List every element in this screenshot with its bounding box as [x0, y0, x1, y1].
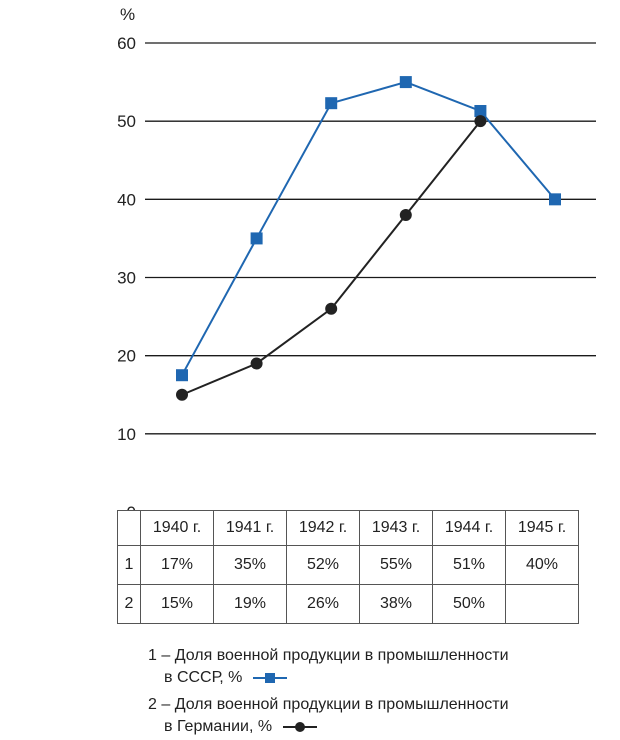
legend-item-1: 1 – Доля военной продукции в промышленно… — [148, 645, 509, 689]
legend-text: в Германии, % — [164, 718, 273, 735]
table-cell: 19% — [213, 584, 287, 624]
data-point-square — [176, 369, 188, 382]
line-chart: 0 10 20 30 40 50 60 % — [117, 5, 596, 510]
table-cell: 35% — [213, 545, 287, 585]
table-header-cell: 1944 г. — [432, 510, 506, 546]
legend-text-line2: в СССР, % — [148, 667, 509, 689]
data-point-square — [474, 105, 487, 118]
table-header-cell: 1942 г. — [286, 510, 360, 546]
y-unit-label: % — [120, 5, 135, 24]
table-row: 2 15% 19% 26% 38% 50% — [117, 584, 579, 624]
blue-square-marker-icon — [252, 672, 287, 683]
series-group — [176, 76, 561, 401]
gridlines — [145, 42, 596, 435]
y-tick-label: 0 — [127, 503, 136, 510]
table-cell — [505, 584, 579, 624]
legend-item-2: 2 – Доля военной продукции в промышленно… — [148, 694, 509, 738]
data-point-square — [325, 97, 338, 110]
legend-text: 1 – Доля военной продукции в промышленно… — [148, 647, 509, 664]
y-tick-label: 60 — [117, 34, 136, 53]
legend-text: в СССР, % — [164, 669, 243, 686]
data-table: 1940 г. 1941 г. 1942 г. 1943 г. 1944 г. … — [117, 510, 579, 624]
table-header-cell: 1945 г. — [505, 510, 579, 546]
data-point-square — [549, 193, 561, 206]
table-cell: 15% — [140, 584, 214, 624]
table-cell: 50% — [432, 584, 506, 624]
data-point-circle — [325, 302, 338, 315]
series-line — [181, 81, 556, 376]
black-circle-marker-icon — [282, 721, 317, 732]
table-header-cell: 1943 г. — [359, 510, 433, 546]
y-tick-label: 30 — [117, 269, 136, 288]
series-line — [181, 120, 482, 396]
data-point-circle — [474, 115, 487, 128]
row-label: 2 — [117, 584, 141, 624]
data-point-square — [399, 76, 412, 89]
y-tick-label: 10 — [117, 425, 136, 444]
table-cell: 17% — [140, 545, 214, 585]
y-tick-labels: 0 10 20 30 40 50 60 — [117, 34, 136, 510]
table-cell: 26% — [286, 584, 360, 624]
y-tick-label: 50 — [117, 112, 136, 131]
table-cell: 52% — [286, 545, 360, 585]
table-cell: 51% — [432, 545, 506, 585]
table-row: 1 17% 35% 52% 55% 51% 40% — [117, 545, 579, 585]
table-cell: 38% — [359, 584, 433, 624]
row-label: 1 — [117, 545, 141, 585]
data-point-circle — [399, 208, 412, 221]
legend-text-line2: в Германии, % — [148, 716, 509, 738]
table-cell: 40% — [505, 545, 579, 585]
table-header-cell: 1940 г. — [140, 510, 214, 546]
data-point-square — [250, 232, 263, 245]
table-corner — [117, 510, 141, 546]
table-header-cell: 1941 г. — [213, 510, 287, 546]
y-tick-label: 20 — [117, 347, 136, 366]
data-point-circle — [250, 357, 263, 370]
table-header-row: 1940 г. 1941 г. 1942 г. 1943 г. 1944 г. … — [117, 510, 579, 546]
legend-text: 2 – Доля военной продукции в промышленно… — [148, 696, 509, 713]
y-tick-label: 40 — [117, 190, 136, 209]
table-cell: 55% — [359, 545, 433, 585]
data-point-circle — [176, 388, 188, 401]
